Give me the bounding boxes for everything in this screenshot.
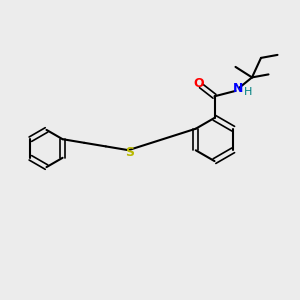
Text: S: S [125, 146, 134, 159]
Text: N: N [232, 82, 243, 95]
Text: H: H [244, 86, 253, 97]
Text: O: O [193, 77, 204, 90]
